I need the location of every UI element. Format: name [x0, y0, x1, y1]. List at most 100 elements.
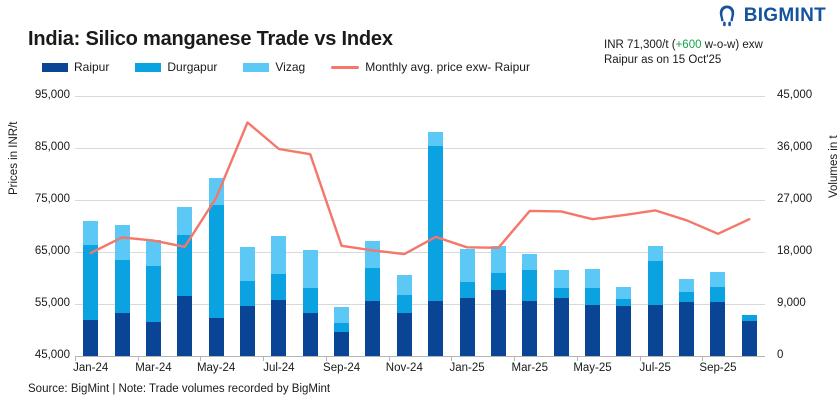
- legend-label: Monthly avg. price exw- Raipur: [365, 60, 530, 74]
- x-axis-tick: [325, 356, 327, 361]
- bar-segment-vizag: [585, 269, 600, 289]
- y-axis-left-tick-label: 85,000: [34, 141, 70, 153]
- bar-mar-24[interactable]: [145, 240, 161, 356]
- y-axis-left-tick-label: 55,000: [34, 297, 70, 309]
- x-axis-tick: [137, 356, 139, 361]
- x-axis-label-sep-25: Sep-25: [699, 362, 737, 374]
- bar-nov-24[interactable]: [396, 274, 412, 356]
- bar-segment-vizag: [83, 221, 99, 246]
- bar-segment-raipur: [145, 321, 161, 356]
- bar-segment-raipur: [114, 313, 130, 356]
- y-axis-right-tick-label: 9,000: [777, 297, 806, 309]
- bar-segment-raipur: [271, 299, 287, 356]
- bar-segment-raipur: [334, 332, 350, 356]
- legend-swatch: [331, 65, 360, 69]
- bar-segment-vizag: [679, 279, 695, 292]
- page-title: India: Silico manganese Trade vs Index: [28, 28, 393, 50]
- bar-feb-24[interactable]: [114, 224, 130, 356]
- bar-may-25[interactable]: [585, 269, 600, 356]
- bar-segment-raipur: [522, 300, 538, 356]
- x-axis-label-jan-25: Jan-25: [449, 362, 485, 374]
- bar-segment-durgapur: [522, 269, 538, 301]
- bar-segment-durgapur: [428, 146, 444, 301]
- bar-segment-durgapur: [710, 286, 726, 302]
- bar-feb-25[interactable]: [490, 246, 506, 356]
- y-axis-right-tick-label: 0: [777, 349, 784, 361]
- bar-jul-24[interactable]: [271, 235, 287, 356]
- bar-segment-vizag: [428, 132, 444, 147]
- source-note: Source: BigMint | Note: Trade volumes re…: [28, 383, 331, 395]
- bar-segment-vizag: [177, 206, 193, 236]
- legend-item-durgapur[interactable]: Durgapur: [135, 60, 217, 74]
- bar-segment-durgapur: [365, 267, 381, 302]
- bar-segment-raipur: [679, 301, 695, 356]
- gridline: [75, 252, 765, 253]
- bar-jun-25[interactable]: [616, 286, 632, 356]
- bar-segment-vizag: [710, 271, 726, 287]
- price-line: [89, 121, 751, 256]
- y-axis-right-tick-label: 27,000: [777, 193, 813, 205]
- bar-may-24[interactable]: [208, 178, 224, 356]
- x-axis-label-may-24: May-24: [196, 362, 236, 374]
- x-axis-label-jan-24: Jan-24: [73, 362, 109, 374]
- bar-mar-25[interactable]: [522, 253, 538, 356]
- y-axis-right-tick-label: 45,000: [777, 89, 813, 101]
- bar-segment-durgapur: [334, 322, 350, 333]
- bar-segment-vizag: [334, 307, 350, 323]
- bar-jun-24[interactable]: [240, 246, 255, 356]
- brand-name: BIGMINT: [743, 5, 826, 26]
- bar-segment-durgapur: [208, 205, 224, 319]
- bar-segment-durgapur: [114, 260, 130, 314]
- bar-segment-raipur: [302, 312, 318, 356]
- y-axis-left-title: Prices in INR/t: [8, 121, 20, 196]
- bar-segment-vizag: [302, 250, 318, 289]
- x-axis-label-sep-24: Sep-24: [323, 362, 361, 374]
- bar-segment-raipur: [177, 295, 193, 356]
- x-axis-tick: [514, 356, 516, 361]
- bar-segment-raipur: [396, 313, 412, 356]
- bar-oct-24[interactable]: [365, 241, 381, 356]
- bar-segment-raipur: [240, 306, 255, 356]
- bar-segment-durgapur: [490, 273, 506, 291]
- bar-aug-25[interactable]: [679, 279, 695, 356]
- bar-segment-durgapur: [83, 245, 99, 320]
- x-axis-tick: [576, 356, 578, 361]
- bar-apr-24[interactable]: [177, 206, 193, 356]
- bar-jul-25[interactable]: [647, 245, 663, 356]
- bar-jan-24[interactable]: [83, 221, 99, 356]
- x-axis-tick: [388, 356, 390, 361]
- x-axis-label-nov-24: Nov-24: [385, 362, 423, 374]
- bar-segment-durgapur: [585, 288, 600, 305]
- legend-item-raipur[interactable]: Raipur: [42, 60, 109, 74]
- bar-sep-25[interactable]: [710, 271, 726, 356]
- legend-swatch: [243, 62, 270, 72]
- bar-jan-25[interactable]: [459, 249, 475, 356]
- bar-segment-vizag: [396, 274, 412, 296]
- bar-segment-durgapur: [396, 295, 412, 314]
- bar-segment-vizag: [208, 178, 224, 206]
- price-summary-prefix: INR 71,300/t (: [604, 39, 676, 51]
- bar-apr-25[interactable]: [553, 269, 569, 356]
- bar-segment-raipur: [365, 301, 381, 356]
- bar-segment-durgapur: [741, 315, 757, 322]
- gridline: [75, 200, 765, 201]
- bar-segment-raipur: [616, 306, 632, 356]
- bar-segment-vizag: [145, 240, 161, 267]
- bar-segment-raipur: [428, 300, 444, 356]
- bar-aug-24[interactable]: [302, 250, 318, 356]
- bar-oct-25[interactable]: [741, 315, 757, 356]
- x-axis-tick: [702, 356, 704, 361]
- x-axis-tick: [75, 356, 76, 361]
- chart-legend: Raipur Durgapur Vizag Monthly avg. price ex…: [42, 60, 530, 74]
- bar-segment-vizag: [616, 286, 632, 300]
- bar-segment-vizag: [365, 241, 381, 268]
- bar-dec-24[interactable]: [428, 132, 444, 356]
- bar-sep-24[interactable]: [334, 307, 350, 356]
- bar-segment-durgapur: [145, 266, 161, 322]
- legend-item-monthly-avg-price-exw-raipur[interactable]: Monthly avg. price exw- Raipur: [331, 60, 530, 74]
- x-axis-line: [75, 356, 765, 357]
- gridline: [75, 148, 765, 149]
- bar-segment-raipur: [710, 301, 726, 356]
- legend-item-vizag[interactable]: Vizag: [243, 60, 305, 74]
- legend-label: Durgapur: [167, 60, 218, 74]
